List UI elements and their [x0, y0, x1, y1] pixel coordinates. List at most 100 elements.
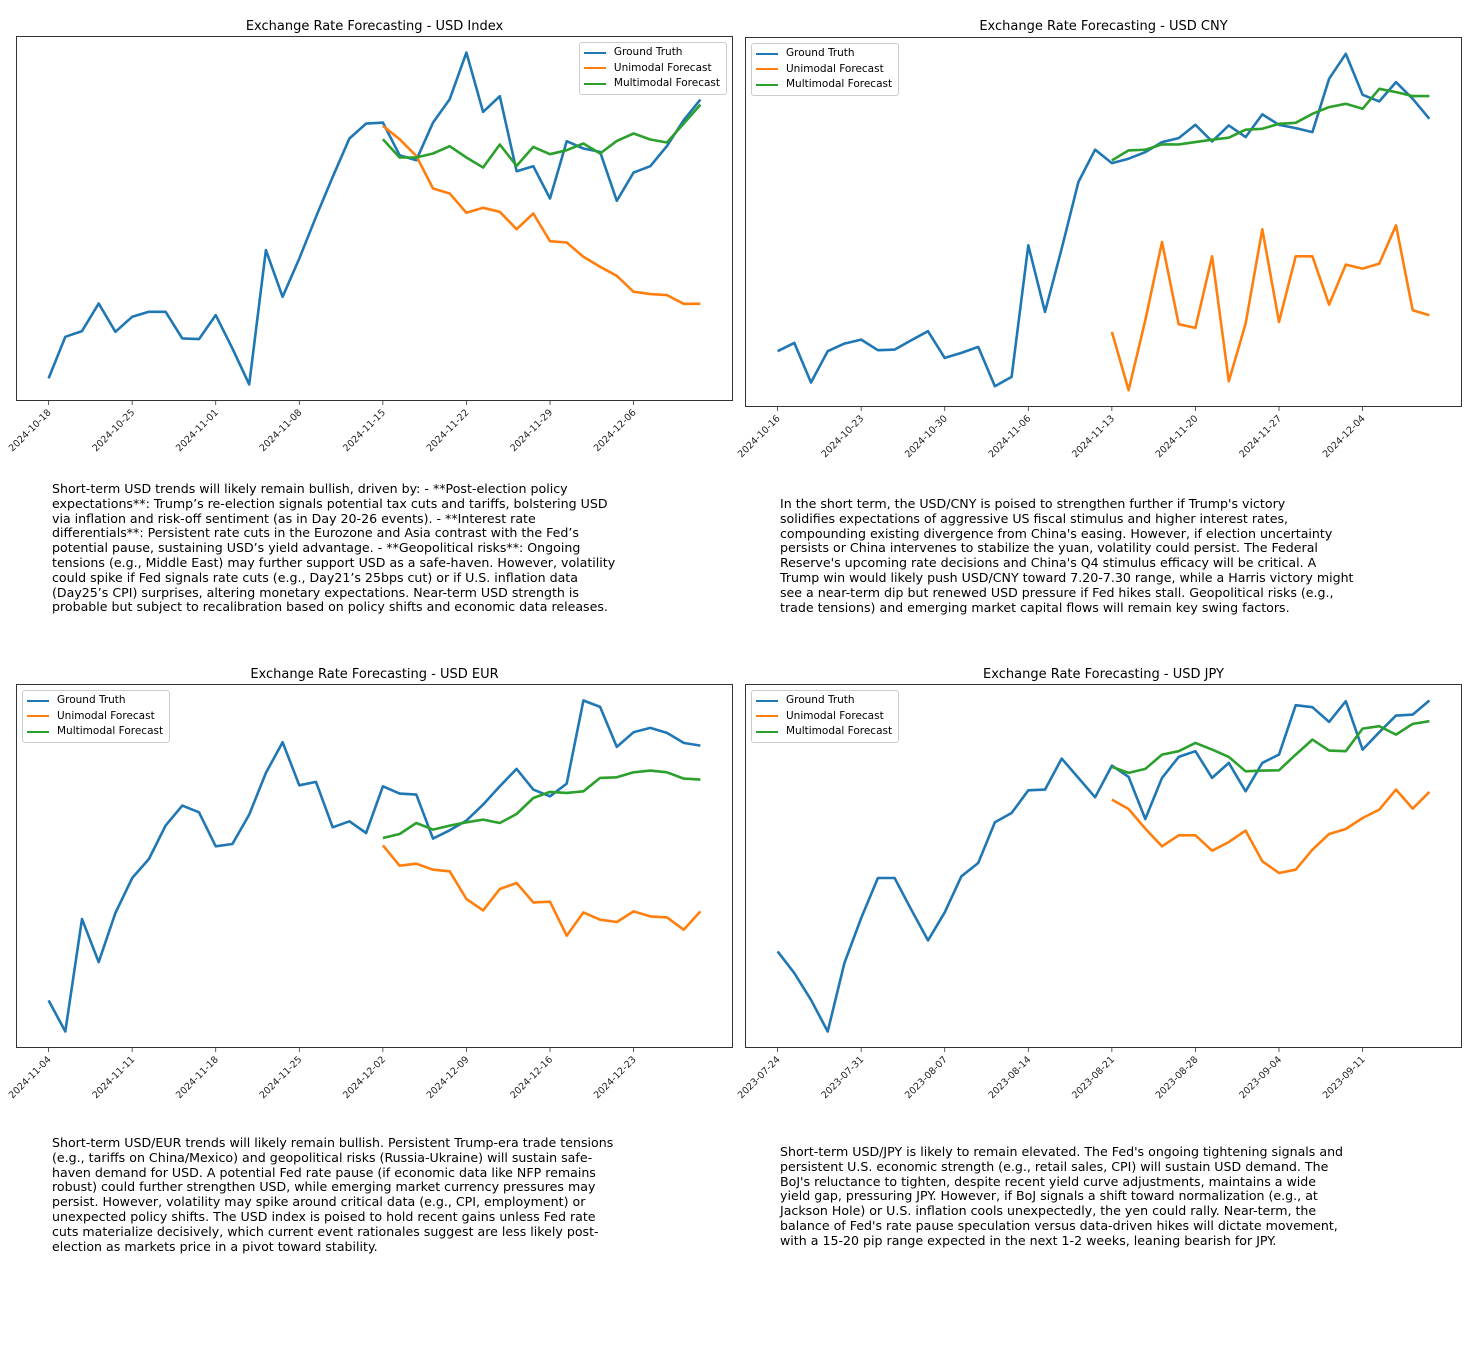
- legend-label: Ground Truth: [786, 694, 855, 706]
- x-tick-label: 2024-10-16: [736, 413, 783, 460]
- legend-item-ground-truth: Ground Truth: [756, 46, 892, 62]
- text-line: balance of Fed's rate pause speculation …: [780, 1217, 1338, 1233]
- text-line: Short-term USD trends will likely remain…: [52, 481, 568, 496]
- x-tick-label: 2024-12-06: [592, 407, 639, 454]
- text-line: could spike if Fed signals rate cuts (e.…: [52, 569, 578, 585]
- legend-label: Multimodal Forecast: [786, 78, 893, 90]
- text-line: probable but subject to recalibration ba…: [52, 599, 608, 615]
- x-tick-label: 2024-12-02: [341, 1054, 388, 1101]
- plot-area: 2023-07-24 2023-07-31 2023-08-07 2023-08-14…: [736, 684, 1462, 1101]
- text-line: solidifies expectations of aggressive US…: [780, 510, 1289, 526]
- x-tick-label: 2023-08-28: [1154, 1054, 1201, 1101]
- ground-truth-line: [47, 51, 702, 386]
- x-tick-label: 2023-07-24: [736, 1054, 783, 1101]
- text-line: (e.g., tariffs on China/Mexico) and geop…: [52, 1149, 593, 1165]
- legend-label: Multimodal Forecast: [613, 77, 720, 89]
- text-line: Jackson Hole) or U.S. inflation cools un…: [780, 1203, 1317, 1219]
- legend-item-ground-truth: Ground Truth: [27, 693, 163, 709]
- legend-item-unimodal-forecast: Unimodal Forecast: [756, 709, 892, 725]
- legend-label: Unimodal Forecast: [786, 62, 884, 75]
- x-tick-label: 2024-11-18: [174, 1054, 221, 1101]
- text-line: Reserve's upcoming rate decisions and Ch…: [780, 555, 1317, 571]
- legend-label: Unimodal Forecast: [57, 709, 155, 722]
- text-line: with a 15-20 pip range expected in the n…: [780, 1232, 1277, 1248]
- text-line: cuts materialize decisively, which curre…: [52, 1223, 599, 1239]
- unimodal-forecast-line: [381, 844, 702, 937]
- unimodal-forecast-line: [1110, 224, 1430, 392]
- text-line: Short-term USD/JPY is likely to remain e…: [780, 1144, 1344, 1159]
- legend-swatch: [583, 67, 606, 70]
- legend: Ground Truth Unimodal Forecast Multimodal …: [751, 690, 900, 743]
- x-tick-label: 2024-12-23: [592, 1054, 639, 1101]
- legend-item-ground-truth: Ground Truth: [756, 693, 892, 709]
- legend-item-unimodal-forecast: Unimodal Forecast: [27, 709, 163, 725]
- legend-item-ground-truth: Ground Truth: [583, 45, 720, 61]
- x-tick-label: 2024-11-04: [7, 1054, 54, 1101]
- x-tick-label: 2024-12-04: [1321, 413, 1368, 460]
- legend-swatch: [27, 730, 49, 733]
- x-tick-label: 2024-11-11: [90, 1054, 137, 1101]
- multimodal-forecast-line: [382, 769, 701, 840]
- legend-item-multimodal-forecast: Multimodal Forecast: [756, 77, 892, 93]
- legend-label: Unimodal Forecast: [613, 61, 712, 74]
- legend-label: Ground Truth: [57, 694, 126, 706]
- forecast-rationale-text: Short-term USD/EUR trends will likely re…: [52, 1135, 613, 1254]
- text-line: via inflation and risk-off sentiment (as…: [52, 510, 536, 526]
- chart-title: Exchange Rate Forecasting - USD JPY: [983, 667, 1224, 682]
- x-tick-label: 2024-11-15: [341, 407, 388, 454]
- forecast-rationale-text: Short-term USD/JPY is likely to remain e…: [780, 1144, 1344, 1249]
- forecast-rationale-text: In the short term, the USD/CNY is poised…: [780, 496, 1354, 615]
- x-tick-label: 2024-11-01: [174, 407, 221, 454]
- text-line: yield gap, pressuring JPY. However, if B…: [780, 1188, 1318, 1204]
- legend-item-multimodal-forecast: Multimodal Forecast: [583, 76, 720, 92]
- unimodal-forecast-line: [382, 124, 701, 306]
- text-line: (Day25’s CPI) surprises, altering moneta…: [52, 584, 579, 600]
- text-line: compounding existing divergence from Chi…: [780, 525, 1333, 541]
- ground-truth-line: [777, 52, 1431, 388]
- chart-title: Exchange Rate Forecasting - USD Index: [245, 19, 504, 34]
- legend-swatch: [756, 52, 778, 55]
- x-tick-label: 2024-10-25: [90, 407, 137, 454]
- legend-swatch: [756, 83, 778, 86]
- legend-item-unimodal-forecast: Unimodal Forecast: [583, 61, 720, 77]
- text-line: differentials**: Persistent rate cuts in…: [52, 525, 579, 541]
- text-line: persist. However, volatility may spike a…: [52, 1194, 586, 1210]
- text-line: Trump win would likely push USD/CNY towa…: [780, 569, 1354, 585]
- legend-swatch: [27, 699, 49, 702]
- chart-title: Exchange Rate Forecasting - USD EUR: [250, 667, 499, 682]
- legend-item-unimodal-forecast: Unimodal Forecast: [756, 62, 892, 78]
- x-tick-label: 2023-07-31: [819, 1054, 866, 1101]
- legend-swatch: [583, 51, 606, 54]
- text-line: tensions (e.g., Middle East) may further…: [52, 554, 616, 570]
- chart-title: Exchange Rate Forecasting - USD CNY: [979, 19, 1228, 34]
- text-line: persistent U.S. economic strength (e.g.,…: [780, 1158, 1329, 1174]
- text-line: persists or China intervenes to stabiliz…: [780, 540, 1318, 556]
- x-tick-label: 2024-11-27: [1237, 413, 1284, 460]
- text-line: unexpected policy shifts. The USD index …: [52, 1208, 596, 1224]
- legend-label: Multimodal Forecast: [57, 725, 164, 737]
- x-tick-label: 2024-10-30: [903, 413, 950, 460]
- legend-label: Unimodal Forecast: [786, 709, 884, 722]
- text-line: election as markets price in a pivot tow…: [52, 1238, 378, 1254]
- text-line: robust) could further strengthen USD, wh…: [52, 1179, 596, 1195]
- legend-item-multimodal-forecast: Multimodal Forecast: [756, 724, 892, 740]
- x-tick-label: 2023-08-14: [987, 1054, 1034, 1101]
- x-tick-label: 2024-11-08: [258, 407, 305, 454]
- x-tick-label: 2024-10-18: [7, 407, 54, 454]
- text-line: haven demand for USD. A potential Fed ra…: [52, 1164, 596, 1180]
- legend-label: Ground Truth: [786, 47, 855, 59]
- legend-swatch: [583, 82, 606, 85]
- x-tick-label: 2024-11-25: [258, 1054, 305, 1101]
- x-tick-label: 2023-09-04: [1237, 1054, 1284, 1101]
- text-line: BoJ's reluctance to tighten, despite rec…: [780, 1173, 1317, 1189]
- plot-area: 2024-10-16 2024-10-23 2024-10-30 2024-11-06…: [736, 37, 1462, 460]
- legend-swatch: [756, 699, 778, 702]
- legend-swatch: [756, 68, 778, 71]
- unimodal-forecast-line: [1111, 788, 1431, 875]
- legend-swatch: [756, 730, 778, 733]
- x-tick-label: 2024-12-16: [508, 1054, 555, 1101]
- multimodal-forecast-line: [381, 103, 702, 169]
- legend-label: Multimodal Forecast: [786, 725, 893, 737]
- ground-truth-line: [47, 699, 701, 1033]
- legend-label: Ground Truth: [613, 46, 683, 58]
